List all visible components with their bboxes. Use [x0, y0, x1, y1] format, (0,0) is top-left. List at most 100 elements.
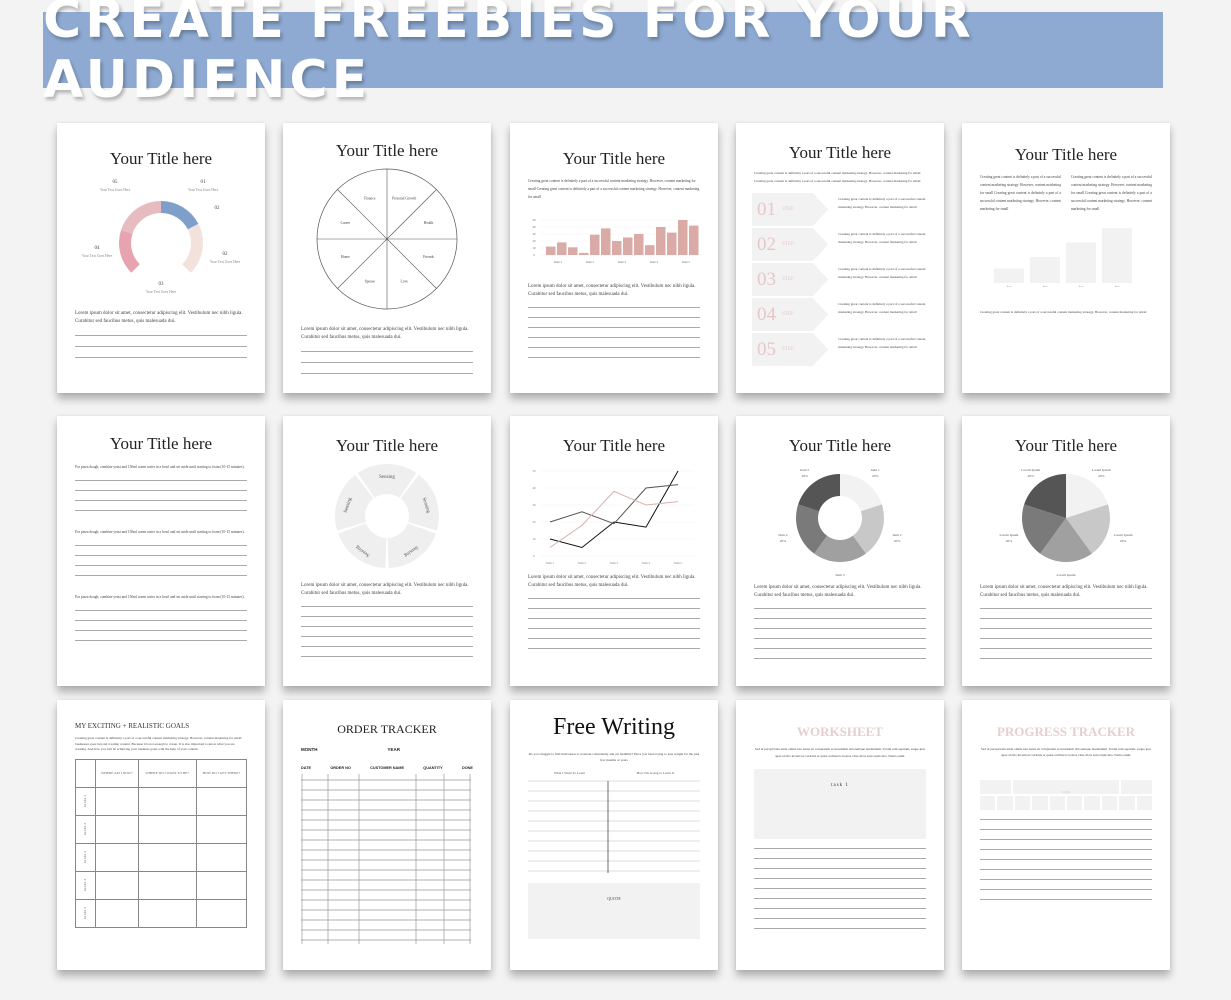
- table-cell: [137, 814, 197, 844]
- wheel-label: Personal Growth: [392, 196, 416, 200]
- cell: [1121, 780, 1152, 794]
- template-card-goals: MY EXCITING + REALISTIC GOALS Creating gr…: [57, 700, 265, 970]
- writing-line: [754, 618, 926, 619]
- progress-text: Sed ut perspiciatis unde omnis iste natu…: [980, 747, 1152, 757]
- step-word: STEP: [782, 242, 794, 247]
- step-text: Creating great content is definitely a p…: [838, 267, 926, 279]
- intro-text: Creating great content is definitely a p…: [754, 171, 921, 183]
- y-tick-label: 50: [533, 218, 537, 222]
- progress-box: [1136, 796, 1153, 810]
- month-year-row: MONTH YEAR: [301, 747, 473, 752]
- bar: [645, 245, 655, 255]
- writing-line: [980, 628, 1152, 629]
- free-columns: What I Want To Learn How I'm Going to Lea…: [528, 771, 700, 775]
- donut-slice: [852, 504, 884, 554]
- y-tick-label: 20: [533, 239, 537, 243]
- donut-slice: [814, 535, 866, 562]
- writing-line: [754, 928, 926, 929]
- wheel-label: Spouse: [365, 280, 376, 284]
- body-text: Lorem ipsum dolor sit amet, consectetur …: [75, 311, 243, 324]
- writing-line: [301, 626, 473, 627]
- slice-label: Item 5: [800, 468, 809, 472]
- writing-line: [75, 500, 247, 501]
- writing-line: [528, 357, 700, 358]
- bar: [546, 246, 556, 255]
- label-number: 02: [223, 252, 229, 257]
- column-text: Creating great content is definitely a p…: [980, 175, 1061, 211]
- column-header: DATE: [301, 766, 312, 770]
- writing-line: [301, 646, 473, 647]
- writing-line: [980, 869, 1152, 870]
- intro-text: Creating great content is definitely a p…: [528, 179, 700, 199]
- row-label: GOAL 2: [83, 822, 88, 836]
- pie-chart: Lorem Ipsum 20% Lorem Ipsum 20% Lorem Ipsum 2…: [999, 468, 1132, 580]
- writing-line: [75, 346, 247, 347]
- row-header: GOAL 2: [75, 814, 96, 844]
- step-row: 05 STEP Creating great content is definite…: [752, 333, 926, 366]
- step-badge: 03 STEP: [752, 263, 829, 296]
- series-line: [549, 484, 679, 525]
- y-tick-label: 30: [533, 503, 537, 507]
- writing-line: [980, 648, 1152, 649]
- writing-line: [754, 908, 926, 909]
- template-card-steps: Your Title here Creating great content is…: [736, 123, 944, 393]
- bar: [601, 228, 611, 255]
- writing-line: [528, 317, 700, 318]
- slice-pct: 20%: [894, 539, 901, 543]
- bar: [568, 247, 578, 255]
- donut-slice: [798, 474, 840, 512]
- bar: [1030, 256, 1060, 283]
- writing-line: [980, 658, 1152, 659]
- header-banner: CREATE FREEBIES FOR YOUR AUDIENCE: [43, 0, 1163, 110]
- step-word: STEP: [782, 207, 794, 212]
- row-header: GOAL 5: [75, 898, 96, 928]
- cell: [980, 780, 1011, 794]
- table-cell: [195, 814, 248, 844]
- label-number: 03: [159, 282, 165, 287]
- writing-line: [301, 606, 473, 607]
- writing-line: [528, 598, 700, 599]
- y-tick-label: 0: [533, 554, 535, 558]
- quote-box: QUOTE: [528, 883, 700, 939]
- writing-line: [528, 648, 700, 649]
- slice-pct: 20%: [872, 474, 879, 478]
- body-text: Lorem ipsum dolor sit amet, consectetur …: [301, 327, 469, 340]
- writing-line: [301, 636, 473, 637]
- slice-label: Item 1: [871, 468, 880, 472]
- writing-line: [301, 656, 473, 657]
- table-row: GOAL 2: [75, 814, 248, 844]
- x-tick-label: Item 5: [682, 260, 690, 264]
- card-title: Your Title here: [109, 434, 213, 453]
- table-cell: [137, 870, 197, 900]
- writing-line: [75, 480, 247, 481]
- donut-slice: [796, 504, 828, 554]
- progress-box: [1032, 796, 1048, 810]
- bar: [1102, 227, 1132, 283]
- writing-line: [754, 628, 926, 629]
- writing-line: [528, 618, 700, 619]
- writing-line: [980, 608, 1152, 609]
- column-header: ORDER NO: [330, 766, 351, 770]
- card-title: Your Title here: [788, 143, 892, 162]
- template-card-line-chart: Your Title here 50 40 30 20 10 0 Item 1 Item 2 It…: [510, 416, 718, 686]
- text-columns: Creating great content is definitely a p…: [980, 173, 1152, 213]
- cycle-segment: [387, 523, 436, 568]
- goals-table: WHERE AM I NOW? WHERE DO I WANT TO BE? HOW…: [75, 758, 248, 928]
- writing-line: [75, 510, 247, 511]
- writing-line: [301, 351, 473, 352]
- step-number: 03: [757, 268, 776, 290]
- x-tick-label: Item 3: [610, 561, 618, 565]
- progress-box: [1101, 796, 1118, 810]
- wheel-label: Career: [341, 221, 351, 225]
- task-label: TASK: [1061, 790, 1071, 794]
- slice-pct: 20%: [837, 579, 844, 580]
- bar-chart: 50 40 30 20 10 0 Item 1 Item 2 Item 3 Item 4 Item …: [533, 218, 699, 264]
- writing-line: [754, 638, 926, 639]
- wheel-label: Health: [424, 221, 434, 225]
- task-label: task 1: [831, 783, 849, 788]
- writing-line: [980, 889, 1152, 890]
- writing-line: [528, 628, 700, 629]
- table-cell: [95, 786, 139, 816]
- table-cell: [137, 898, 197, 928]
- wheel-spoke: [337, 238, 388, 289]
